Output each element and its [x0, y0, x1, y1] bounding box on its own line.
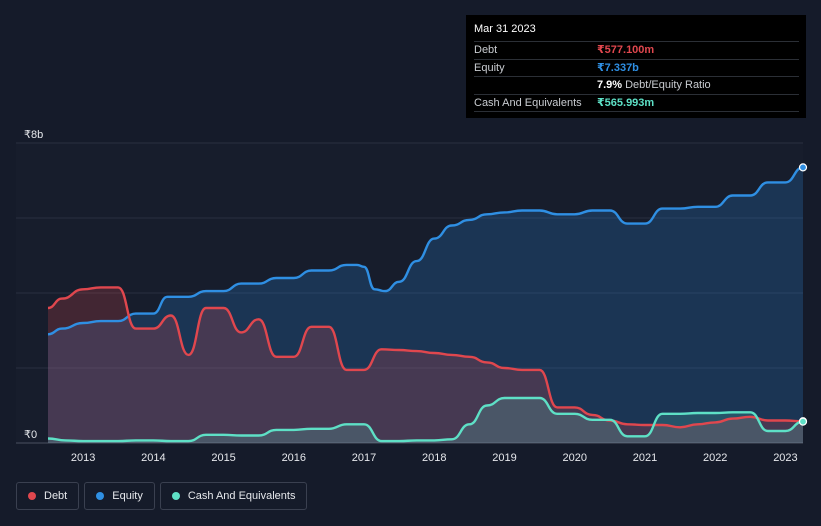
x-tick-label: 2018	[422, 452, 446, 464]
gridlines	[16, 142, 803, 444]
cash-and-equivalents-end-marker	[798, 417, 808, 426]
tooltip-ratio-value: 7.9%	[597, 79, 623, 91]
legend-item-cash[interactable]: Cash And Equivalents	[159, 482, 308, 510]
series-lines	[47, 166, 804, 443]
legend-label-equity: Equity	[112, 490, 143, 502]
tooltip-row-equity: Equity ₹7.337b	[474, 58, 799, 77]
tooltip-cash-label: Cash And Equivalents	[474, 96, 582, 109]
y-tick-label: ₹0	[24, 429, 37, 441]
tooltip-ratio-label: Debt/Equity Ratio	[625, 79, 711, 91]
tooltip-debt-label: Debt	[474, 44, 498, 56]
equity-end-marker	[798, 163, 808, 172]
legend-dot-equity	[96, 492, 105, 500]
debt-line	[47, 286, 804, 429]
legend-item-equity[interactable]: Equity	[84, 482, 155, 510]
tooltip-equity-label: Equity	[474, 61, 505, 74]
axis-labels: ₹8b ₹0 2013 2014 2015 2016 2017 2018 2019 2020 202…	[24, 129, 798, 464]
tooltip-panel: Mar 31 2023 Debt ₹577.100m Equity ₹7.337…	[466, 15, 806, 118]
tooltip-ratio-spacer	[474, 77, 597, 94]
debt-area	[48, 287, 803, 443]
equity-area	[48, 167, 803, 443]
series-areas	[48, 167, 803, 443]
legend-label-debt: Debt	[44, 490, 68, 502]
tooltip-date: Mar 31 2023	[474, 23, 536, 35]
tooltip-row-ratio: 7.9% Debt/Equity Ratio	[474, 76, 799, 94]
tooltip-equity-value: ₹7.337b	[597, 61, 639, 74]
cash-and-equivalents-area	[48, 398, 803, 443]
tooltip-row-debt: Debt ₹577.100m	[474, 41, 799, 59]
x-tick-label: 2013	[71, 452, 95, 464]
legend-dot-cash	[171, 492, 180, 500]
x-tick-label: 2017	[352, 452, 376, 464]
tooltip-cash-value: ₹565.993m	[597, 96, 655, 109]
x-tick-label: 2016	[282, 452, 306, 464]
legend: Debt Equity Cash And Equivalents	[16, 482, 308, 510]
x-tick-label: 2021	[633, 452, 657, 464]
end-markers	[798, 163, 808, 426]
tooltip-row-cash: Cash And Equivalents ₹565.993m	[474, 93, 799, 112]
y-tick-label: ₹8b	[24, 129, 43, 141]
equity-line	[47, 166, 804, 336]
tooltip-debt-value: ₹577.100m	[597, 44, 655, 56]
legend-item-debt[interactable]: Debt	[16, 482, 80, 510]
legend-dot-debt	[28, 492, 36, 500]
x-tick-label: 2022	[703, 452, 727, 464]
x-tick-label: 2020	[563, 452, 587, 464]
cash-and-equivalents-line	[47, 396, 804, 443]
x-tick-label: 2014	[141, 452, 165, 464]
x-tick-label: 2023	[773, 452, 797, 464]
x-tick-label: 2015	[211, 452, 235, 464]
x-tick-label: 2019	[492, 452, 516, 464]
legend-label-cash: Cash And Equivalents	[187, 490, 296, 502]
